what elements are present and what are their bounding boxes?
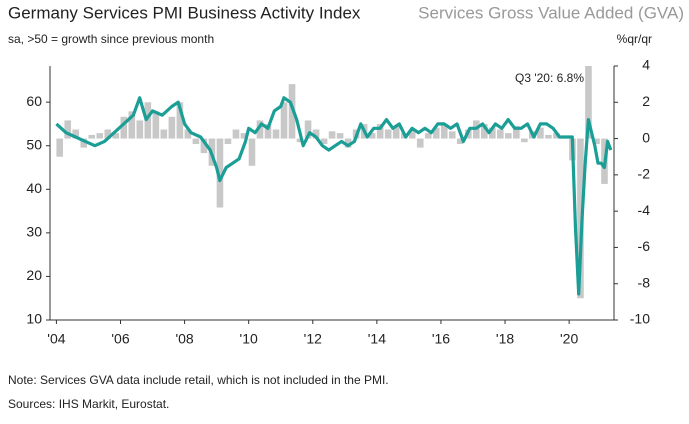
x-tick-label: '14 [368, 331, 386, 347]
bar [440, 124, 448, 139]
bar [368, 133, 376, 139]
bar [553, 133, 560, 139]
bar [128, 111, 136, 139]
y2-tick-label: -2 [638, 166, 651, 182]
bar [280, 102, 288, 139]
bar [585, 66, 592, 139]
bar [64, 120, 72, 139]
y2-tick-label: 2 [642, 93, 650, 109]
lines [55, 96, 613, 296]
bar [216, 138, 224, 208]
bar [256, 120, 264, 139]
bars [56, 66, 608, 299]
bar [432, 127, 440, 139]
bar [136, 120, 144, 139]
bar [120, 116, 128, 139]
y2-tick-label: -4 [638, 202, 651, 218]
x-tick-label: '10 [240, 331, 258, 347]
bar [96, 133, 104, 139]
bar [144, 102, 152, 139]
bar [248, 138, 256, 166]
annotation: Q3 '20: 6.8% [515, 71, 584, 85]
bar [176, 102, 184, 139]
bar [104, 129, 112, 139]
bar [344, 138, 352, 148]
bar [80, 138, 88, 148]
bar [416, 138, 424, 148]
bar [408, 129, 416, 139]
y2-axis-label: %qr/qr [617, 32, 652, 46]
y2-tick-label: 0 [642, 129, 650, 145]
bar [545, 134, 552, 139]
bar [88, 134, 96, 139]
y2-tick-label: -6 [638, 238, 651, 254]
bar [456, 138, 464, 145]
subtitle: sa, >50 = growth since previous month [8, 32, 214, 46]
note: Note: Services GVA data include retail, … [8, 373, 389, 387]
bar [192, 138, 200, 145]
bar [448, 131, 456, 139]
bar [328, 131, 336, 139]
bar [240, 133, 248, 139]
bar [497, 129, 504, 139]
x-tick-label: '18 [496, 331, 514, 347]
bar [304, 120, 312, 139]
bar [200, 138, 208, 154]
bar [593, 138, 600, 145]
bar [152, 111, 160, 139]
bar [320, 138, 328, 145]
bar [424, 133, 432, 139]
bar [513, 125, 520, 139]
y-tick-label: 40 [26, 180, 42, 196]
bar [312, 129, 320, 139]
bar [392, 125, 400, 139]
chart-title-right: Services Gross Value Added (GVA) [418, 3, 684, 22]
bar [160, 129, 168, 139]
bar [384, 129, 392, 139]
y2-tick-label: -8 [638, 274, 651, 290]
bar [168, 116, 176, 139]
y2-tick-label: -10 [630, 311, 650, 327]
bar [505, 133, 512, 139]
x-tick-label: '16 [432, 331, 450, 347]
bar [264, 124, 272, 139]
note: Sources: IHS Markit, Eurostat. [8, 397, 169, 411]
y-tick-label: 30 [26, 224, 42, 240]
bar [296, 138, 304, 143]
bar [224, 138, 232, 145]
bar [537, 127, 544, 139]
bar [376, 124, 384, 139]
chart-title: Germany Services PMI Business Activity I… [8, 3, 361, 22]
y-tick-label: 20 [26, 267, 42, 283]
bar [72, 129, 80, 139]
bar [489, 127, 496, 139]
bar [272, 129, 280, 139]
y-tick-label: 60 [26, 93, 42, 109]
bar [481, 124, 488, 139]
bar [577, 138, 584, 299]
y-tick-label: 50 [26, 136, 42, 152]
x-tick-label: '06 [111, 331, 129, 347]
bar [112, 133, 120, 139]
y2-tick-label: 4 [642, 57, 650, 73]
x-tick-label: '08 [175, 331, 193, 347]
bar [56, 138, 64, 157]
x-tick-label: '12 [304, 331, 322, 347]
y-tick-label: 10 [26, 311, 42, 327]
bar [521, 138, 528, 143]
line [55, 96, 613, 296]
x-tick-label: '20 [560, 331, 578, 347]
bar [336, 133, 344, 139]
x-tick-label: '04 [47, 331, 65, 347]
bar [232, 129, 240, 139]
bar [184, 129, 192, 139]
